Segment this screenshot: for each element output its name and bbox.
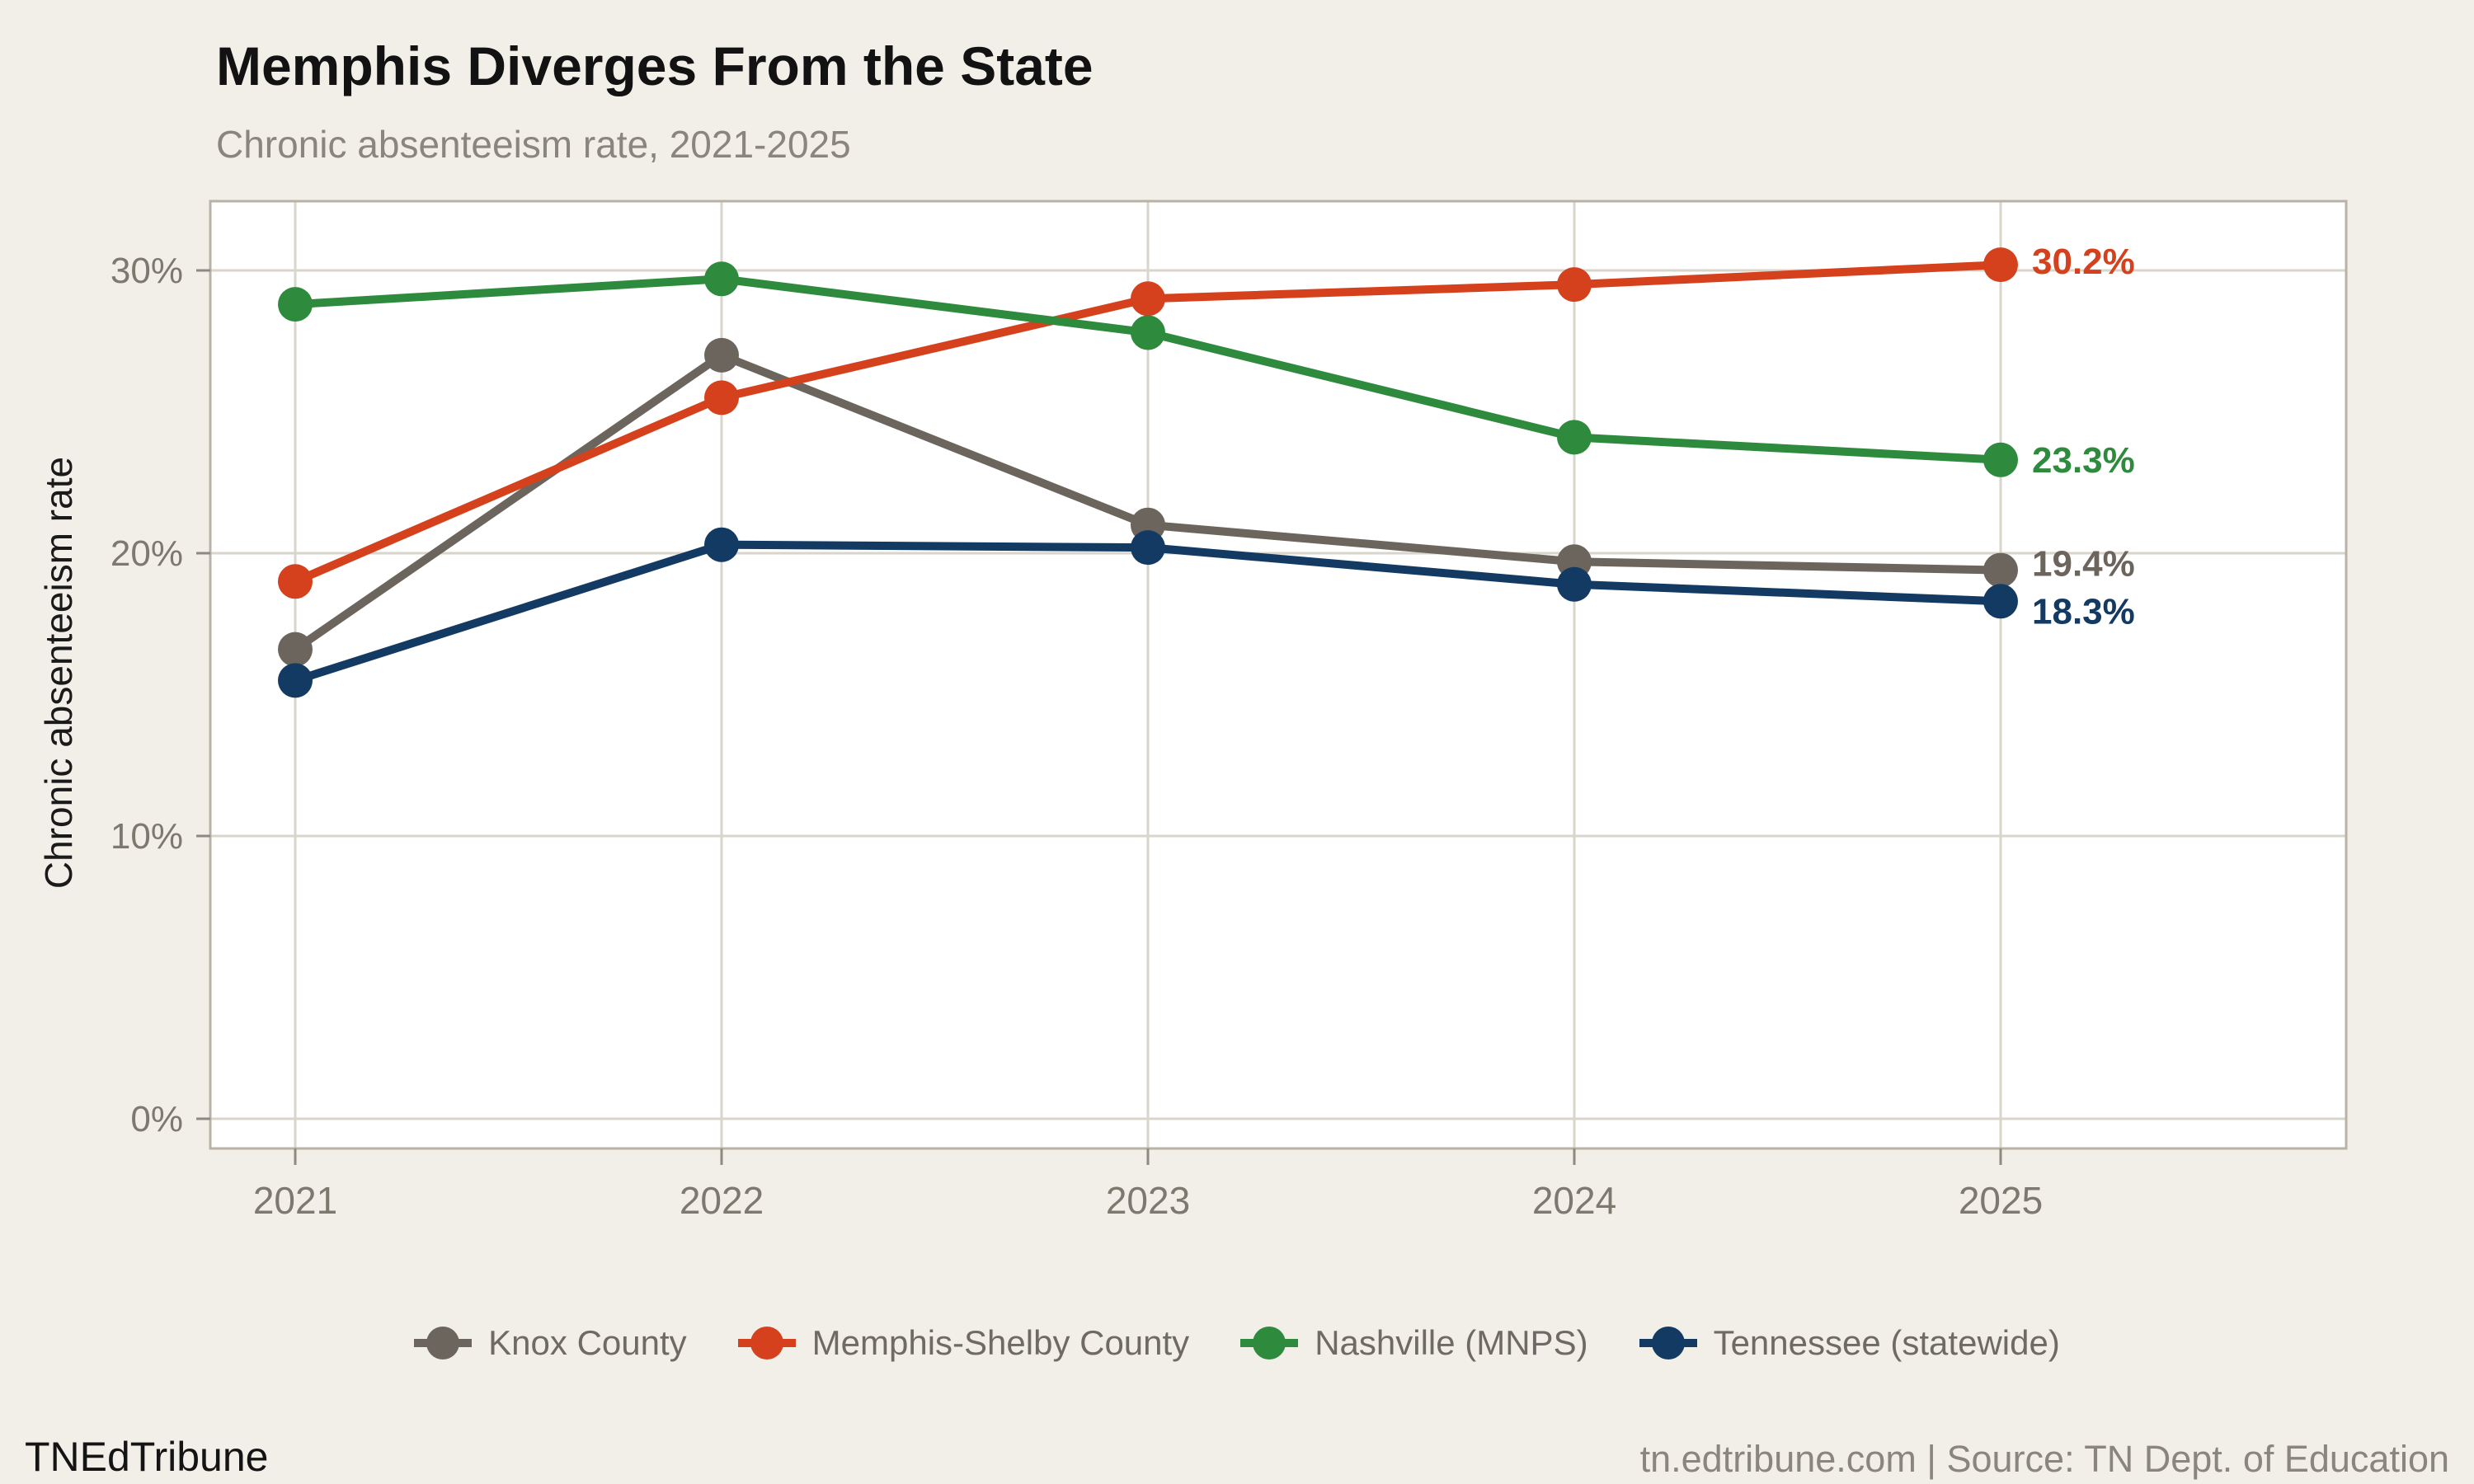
data-point-tennessee-statewide [1131, 530, 1165, 566]
footer-brand: TNEdTribune [25, 1434, 269, 1480]
x-tick-label: 2021 [253, 1179, 337, 1222]
data-point-knox-county [278, 632, 313, 667]
y-tick-label: 30% [111, 251, 183, 291]
panel-border [209, 200, 2348, 1150]
legend-label: Tennessee (statewide) [1713, 1323, 2060, 1362]
legend-marker-icon [1240, 1327, 1299, 1360]
footer-source: tn.edtribune.com | Source: TN Dept. of E… [1639, 1438, 2449, 1480]
legend-item-knox-county: Knox County [414, 1323, 687, 1363]
data-point-tennessee-statewide [278, 663, 313, 698]
data-point-knox-county [1983, 552, 2018, 588]
data-point-knox-county [704, 337, 739, 373]
x-tick-label: 2022 [680, 1179, 764, 1222]
end-label-tennessee-statewide: 18.3% [2032, 591, 2135, 632]
data-point-nashville-mnps [704, 261, 739, 297]
legend-marker-icon [1639, 1327, 1697, 1360]
data-point-nashville-mnps [1557, 420, 1592, 455]
legend-marker-icon [737, 1327, 796, 1360]
legend-item-memphis-shelby-county: Memphis-Shelby County [737, 1323, 1190, 1363]
legend-label: Nashville (MNPS) [1315, 1323, 1588, 1362]
chart-title: Memphis Diverges From the State [216, 35, 1094, 96]
data-point-memphis-shelby-county [1983, 247, 2018, 283]
data-point-memphis-shelby-county [1131, 281, 1165, 317]
y-tick-label: 20% [111, 533, 183, 574]
chart-subtitle: Chronic absenteeism rate, 2021-2025 [216, 123, 851, 166]
data-point-memphis-shelby-county [278, 564, 313, 599]
data-point-memphis-shelby-county [1557, 267, 1592, 303]
data-point-nashville-mnps [1983, 442, 2018, 477]
end-label-memphis-shelby-county: 30.2% [2032, 242, 2135, 282]
legend-label: Knox County [488, 1323, 687, 1362]
data-point-tennessee-statewide [1983, 584, 2018, 619]
data-point-nashville-mnps [1131, 315, 1165, 350]
y-tick-label: 10% [111, 816, 183, 857]
data-point-tennessee-statewide [1557, 566, 1592, 602]
x-tick-label: 2025 [1959, 1179, 2043, 1222]
x-tick-label: 2024 [1532, 1179, 1616, 1222]
y-tick-label: 0% [130, 1099, 183, 1139]
plot-panel [210, 201, 2346, 1148]
x-tick-label: 2023 [1106, 1179, 1190, 1222]
data-point-memphis-shelby-county [704, 380, 739, 416]
legend-marker-icon [414, 1327, 473, 1360]
data-point-nashville-mnps [278, 287, 313, 322]
end-label-nashville-mnps: 23.3% [2032, 440, 2135, 481]
legend-item-tennessee-statewide: Tennessee (statewide) [1639, 1323, 2060, 1363]
legend-label: Memphis-Shelby County [811, 1323, 1190, 1362]
data-point-tennessee-statewide [704, 527, 739, 562]
legend: Knox County Memphis-Shelby County Nashvill… [0, 1314, 2474, 1372]
legend-item-nashville-mnps: Nashville (MNPS) [1240, 1323, 1588, 1363]
end-label-knox-county: 19.4% [2032, 544, 2135, 585]
